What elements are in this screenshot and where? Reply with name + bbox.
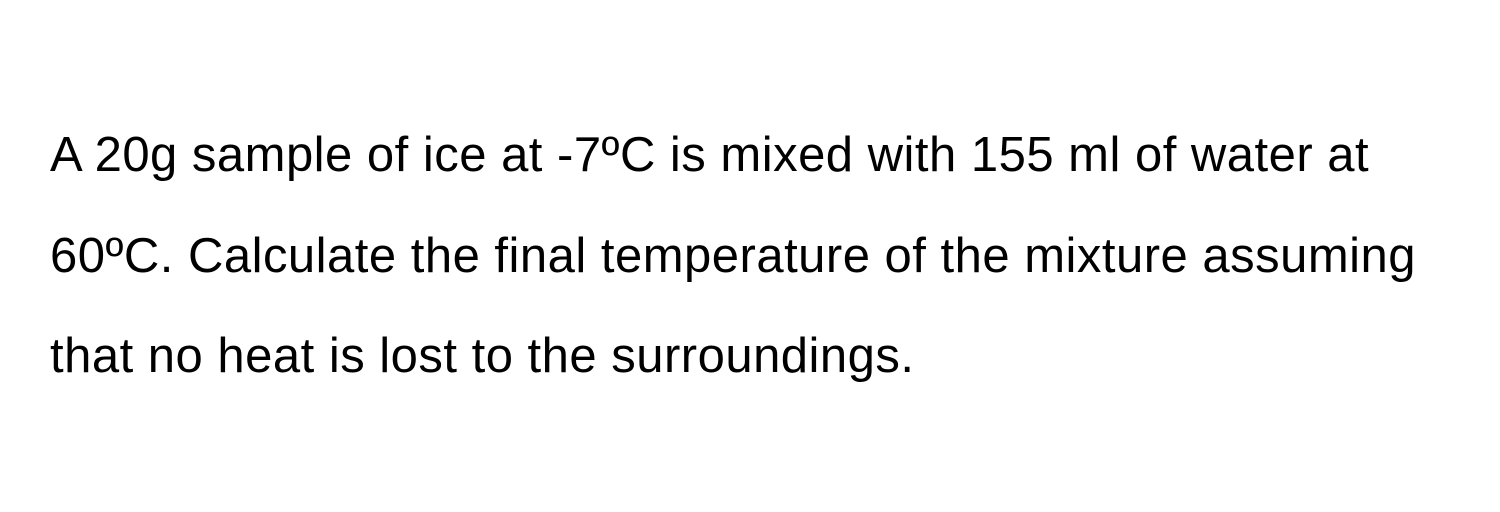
problem-statement: A 20g sample of ice at -7ºC is mixed wit… xyxy=(50,105,1450,406)
